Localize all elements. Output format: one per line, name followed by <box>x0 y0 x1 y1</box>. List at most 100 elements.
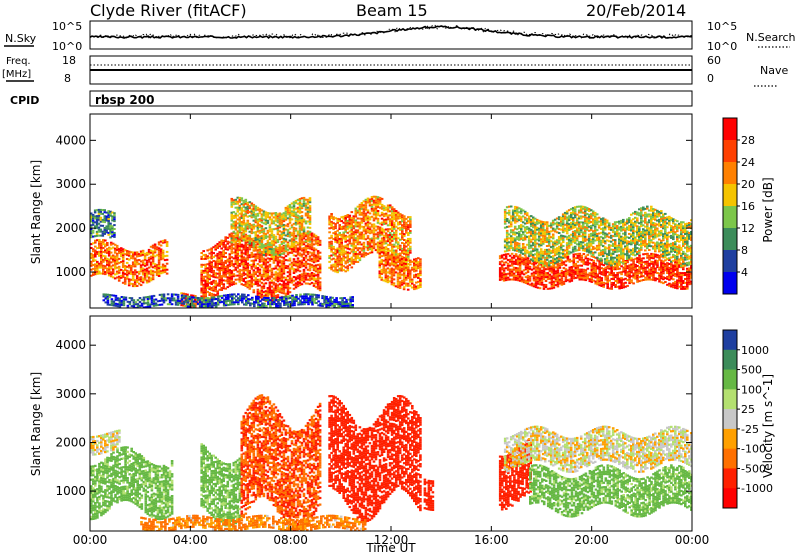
range-gate-cell <box>240 273 244 276</box>
range-gate-cell <box>270 250 274 253</box>
range-gate-cell <box>386 240 390 243</box>
range-gate-cell <box>526 271 530 273</box>
range-gate-cell <box>134 303 138 306</box>
range-gate-cell <box>131 271 135 274</box>
range-gate-cell <box>334 258 337 261</box>
range-gate-cell <box>340 216 343 219</box>
range-gate-cell <box>592 269 595 272</box>
range-gate-cell <box>403 248 406 251</box>
range-gate-cell <box>151 262 155 265</box>
range-gate-cell <box>388 232 392 234</box>
range-gate-cell <box>348 242 352 245</box>
range-gate-cell <box>214 262 217 265</box>
range-gate-cell <box>230 241 234 244</box>
range-gate-cell <box>208 304 212 307</box>
range-gate-cell <box>417 275 420 277</box>
range-gate-cell <box>403 252 406 255</box>
range-gate-cell <box>236 206 240 209</box>
range-gate-cell <box>250 277 254 280</box>
range-gate-cell <box>286 231 290 234</box>
range-gate-cell <box>399 215 402 218</box>
range-gate-cell <box>234 258 238 261</box>
range-gate-cell <box>210 251 213 254</box>
range-gate-cell <box>612 274 615 277</box>
range-gate-cell <box>398 287 402 289</box>
range-gate-cell <box>122 304 126 307</box>
range-gate-cell <box>378 246 382 249</box>
range-gate-cell <box>92 256 95 259</box>
range-gate-cell <box>214 246 217 249</box>
range-gate-cell <box>534 262 538 265</box>
range-gate-cell <box>308 275 312 278</box>
range-gate-cell <box>306 200 310 203</box>
range-gate-cell <box>330 248 333 251</box>
range-gate-cell <box>212 293 215 296</box>
range-gate-cell <box>236 237 240 240</box>
range-gate-cell <box>634 271 637 274</box>
range-gate-cell <box>660 255 663 258</box>
range-gate-cell <box>206 281 209 283</box>
range-gate-cell <box>388 204 392 207</box>
range-gate-cell <box>238 249 242 252</box>
range-gate-cell <box>622 286 625 289</box>
range-gate-cell <box>506 266 510 269</box>
range-gate-cell <box>572 265 576 268</box>
range-gate-cell <box>141 267 145 270</box>
range-gate-cell <box>272 220 276 223</box>
range-gate-cell <box>248 256 252 259</box>
range-gate-cell <box>598 268 601 271</box>
range-gate-cell <box>216 272 219 275</box>
range-gate-cell <box>228 273 232 275</box>
range-gate-cell <box>500 274 504 277</box>
range-gate-cell <box>540 281 544 284</box>
range-gate-cell <box>294 201 298 204</box>
range-gate-cell <box>226 246 230 249</box>
range-gate-cell <box>352 233 356 236</box>
range-gate-cell <box>262 234 266 237</box>
range-gate-cell <box>121 281 125 284</box>
range-gate-cell <box>608 271 611 274</box>
range-gate-cell <box>288 281 292 284</box>
range-gate-cell <box>302 278 306 281</box>
range-gate-cell <box>97 226 101 229</box>
range-gate-cell <box>286 251 290 254</box>
range-gate-cell <box>358 203 362 206</box>
range-gate-cell <box>143 272 147 275</box>
range-gate-cell <box>121 260 125 263</box>
range-gate-cell <box>512 262 516 265</box>
range-gate-cell <box>294 244 298 247</box>
range-gate-cell <box>536 270 540 273</box>
range-gate-cell <box>260 215 264 218</box>
range-gate-cell <box>564 260 568 263</box>
range-gate-cell <box>222 285 225 288</box>
range-gate-cell <box>366 243 370 245</box>
range-gate-cell <box>244 228 248 231</box>
range-gate-cell <box>266 277 270 280</box>
range-gate-cell <box>374 201 378 204</box>
range-gate-cell <box>282 237 286 240</box>
range-gate-cell <box>532 271 536 274</box>
range-gate-cell <box>119 274 123 277</box>
range-gate-cell <box>242 264 246 267</box>
range-gate-cell <box>576 254 580 257</box>
range-gate-cell <box>614 274 617 277</box>
range-gate-cell <box>366 229 370 232</box>
range-gate-cell <box>140 298 144 301</box>
range-gate-cell <box>296 243 300 246</box>
range-gate-cell <box>622 282 625 285</box>
range-gate-cell <box>392 216 396 219</box>
range-gate-cell <box>554 266 558 269</box>
range-gate-cell <box>116 303 120 306</box>
range-gate-cell <box>328 257 331 259</box>
range-gate-cell <box>344 224 347 227</box>
range-gate-cell <box>178 300 182 303</box>
range-gate-cell <box>90 234 93 237</box>
range-gate-cell <box>184 293 187 296</box>
range-gate-cell <box>372 203 376 206</box>
range-gate-cell <box>268 259 272 262</box>
range-gate-cell <box>119 247 123 250</box>
range-gate-cell <box>580 264 584 267</box>
range-gate-cell <box>222 239 225 242</box>
range-gate-cell <box>382 234 386 237</box>
range-gate-cell <box>290 242 294 245</box>
